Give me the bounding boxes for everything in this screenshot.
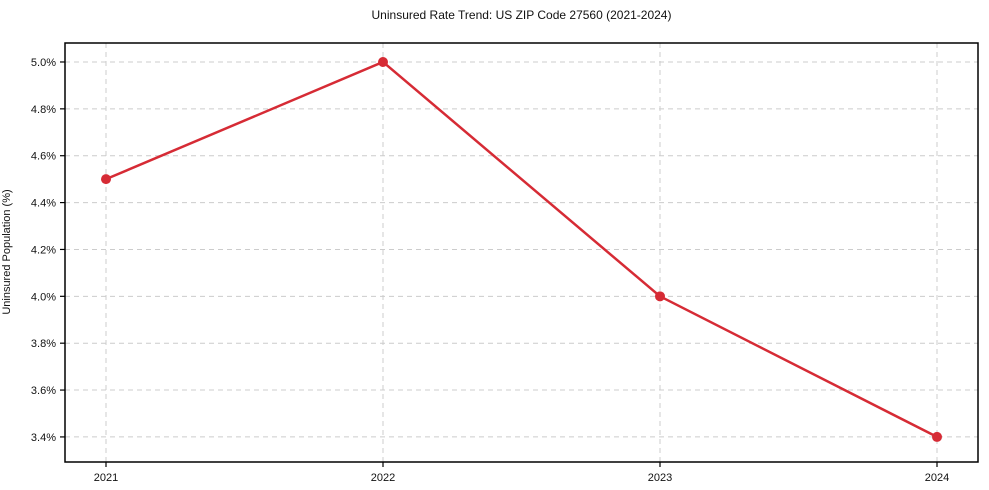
data-point <box>101 174 111 185</box>
data-point <box>378 56 388 67</box>
y-tick-label: 3.8% <box>31 338 56 350</box>
data-point <box>932 431 942 442</box>
x-tick-label: 2021 <box>94 472 118 484</box>
y-tick-label: 4.4% <box>31 198 56 210</box>
y-tick-label: 3.6% <box>31 385 56 397</box>
y-tick-label: 4.8% <box>31 104 56 116</box>
plot-border <box>64 42 979 463</box>
y-tick-label: 5.0% <box>31 57 56 69</box>
y-tick-label: 3.4% <box>31 432 56 444</box>
y-tick-label: 4.0% <box>31 291 56 303</box>
x-tick-label: 2023 <box>648 472 672 484</box>
x-tick-label: 2022 <box>371 472 395 484</box>
chart-title: Uninsured Rate Trend: US ZIP Code 27560 … <box>371 8 672 22</box>
data-line <box>104 60 939 439</box>
y-tick-label: 4.2% <box>31 244 56 256</box>
x-tick-label: 2024 <box>925 472 949 484</box>
y-tick-label: 4.6% <box>31 151 56 163</box>
data-point <box>655 291 665 302</box>
